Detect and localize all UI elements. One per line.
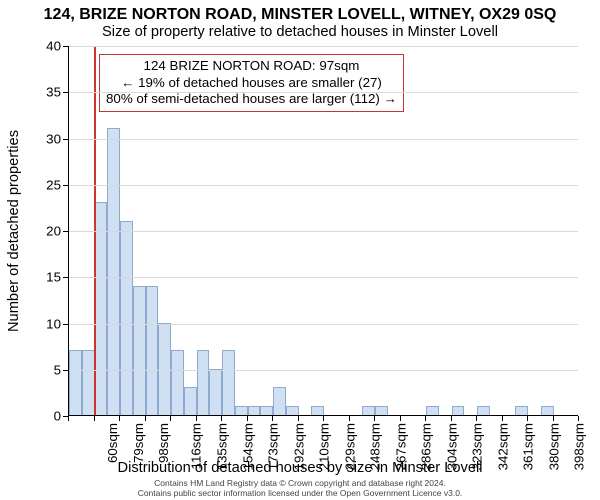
gridline <box>69 46 578 47</box>
gridline <box>69 92 578 93</box>
xtick-mark <box>527 416 528 421</box>
ytick-label: 40 <box>46 39 61 54</box>
gridline <box>69 231 578 232</box>
ytick-mark <box>63 416 68 417</box>
xtick-mark <box>502 416 503 421</box>
xtick-mark <box>476 416 477 421</box>
xtick-mark <box>94 416 95 421</box>
footer-attribution: Contains HM Land Registry data © Crown c… <box>0 479 600 498</box>
bar <box>184 387 197 415</box>
xtick-label: 60sqm <box>105 423 120 463</box>
annotation-line3: 80% of semi-detached houses are larger (… <box>106 91 397 108</box>
ytick-mark <box>63 277 68 278</box>
xtick-mark <box>323 416 324 421</box>
ytick-mark <box>63 46 68 47</box>
bar <box>375 406 388 415</box>
ytick-label: 20 <box>46 224 61 239</box>
xtick-mark <box>221 416 222 421</box>
ytick-mark <box>63 92 68 93</box>
xtick-mark <box>298 416 299 421</box>
bar <box>158 323 171 416</box>
chart-title-line2: Size of property relative to detached ho… <box>0 24 600 40</box>
xtick-mark <box>578 416 579 421</box>
bar <box>273 387 286 415</box>
y-axis-label: Number of detached properties <box>6 130 22 332</box>
gridline <box>69 277 578 278</box>
bar <box>69 350 82 415</box>
gridline <box>69 324 578 325</box>
xtick-mark <box>68 416 69 421</box>
gridline <box>69 139 578 140</box>
xtick-mark <box>349 416 350 421</box>
plot-area: 124 BRIZE NORTON ROAD: 97sqm ← 19% of de… <box>68 46 578 416</box>
bar <box>133 286 146 416</box>
bar <box>515 406 528 415</box>
xtick-mark <box>119 416 120 421</box>
ytick-label: 15 <box>46 270 61 285</box>
xtick-mark <box>451 416 452 421</box>
bar <box>311 406 324 415</box>
xtick-mark <box>170 416 171 421</box>
bar <box>541 406 554 415</box>
bar <box>107 128 120 415</box>
bar <box>235 406 248 415</box>
ytick-label: 25 <box>46 177 61 192</box>
annotation-line2: ← 19% of detached houses are smaller (27… <box>106 75 397 92</box>
x-axis-label: Distribution of detached houses by size … <box>0 460 600 476</box>
xtick-mark <box>400 416 401 421</box>
bar <box>146 286 159 416</box>
x-axis-area: 60sqm79sqm98sqm116sqm135sqm154sqm173sqm1… <box>68 416 578 462</box>
bar <box>452 406 465 415</box>
xtick-mark <box>374 416 375 421</box>
bar <box>95 202 108 415</box>
bar <box>197 350 210 415</box>
xtick-mark <box>425 416 426 421</box>
ytick-mark <box>63 139 68 140</box>
ytick-label: 5 <box>54 362 61 377</box>
xtick-mark <box>553 416 554 421</box>
bar <box>362 406 375 415</box>
ytick-mark <box>63 185 68 186</box>
bar <box>286 406 299 415</box>
bar <box>477 406 490 415</box>
bar <box>222 350 235 415</box>
ytick-label: 0 <box>54 409 61 424</box>
xtick-label: 79sqm <box>131 423 146 463</box>
bar <box>82 350 95 415</box>
bar <box>248 406 261 415</box>
ytick-mark <box>63 370 68 371</box>
gridline <box>69 370 578 371</box>
bar <box>171 350 184 415</box>
ytick-label: 10 <box>46 316 61 331</box>
gridline <box>69 185 578 186</box>
bar <box>426 406 439 415</box>
ytick-label: 35 <box>46 85 61 100</box>
xtick-mark <box>196 416 197 421</box>
xtick-mark <box>272 416 273 421</box>
footer-line2: Contains public sector information licen… <box>138 488 463 498</box>
chart-title-line1: 124, BRIZE NORTON ROAD, MINSTER LOVELL, … <box>0 6 600 24</box>
bar <box>260 406 273 415</box>
bar <box>209 369 222 415</box>
xtick-mark <box>145 416 146 421</box>
ytick-mark <box>63 231 68 232</box>
ytick-mark <box>63 324 68 325</box>
xtick-mark <box>247 416 248 421</box>
bar <box>120 221 133 415</box>
annotation-line1: 124 BRIZE NORTON ROAD: 97sqm <box>106 58 397 75</box>
xtick-label: 98sqm <box>156 423 171 463</box>
annotation-box: 124 BRIZE NORTON ROAD: 97sqm ← 19% of de… <box>99 54 404 112</box>
ytick-label: 30 <box>46 131 61 146</box>
